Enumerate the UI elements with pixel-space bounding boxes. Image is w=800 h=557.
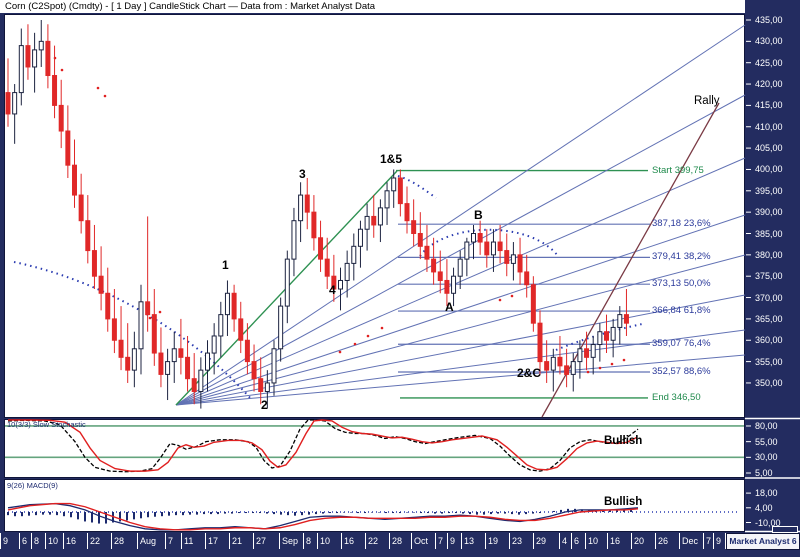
date-cell: Dec [679,533,703,549]
price-tick: 350,00 [755,377,783,388]
date-cell: 19 [485,533,509,549]
price-tick: 425,00 [755,57,783,68]
fib-end-label: End 346,50 [652,391,701,403]
price-tick: 400,00 [755,164,783,175]
scrollbar-end[interactable] [772,526,798,533]
macd-tick: -10,00 [755,517,781,528]
date-cell: 8 [31,533,45,549]
price-tick: 370,00 [755,292,783,303]
stochastic-tick: 80,00 [755,420,778,431]
date-cell: 21 [229,533,253,549]
stochastic-indicator-label: 10(3/3) Slow Stochastic [7,420,86,429]
fib-level-label: 379,41 38,2% [652,251,711,263]
date-cell: 27 [253,533,279,549]
date-cell: 16 [607,533,631,549]
date-cell: 16 [341,533,365,549]
price-tick: 380,00 [755,249,783,260]
date-cell: 17 [205,533,229,549]
stochastic-panel-canvas[interactable] [4,419,745,478]
price-tick: 375,00 [755,271,783,282]
date-cell: 7 [435,533,447,549]
wave-label-A: A [445,300,454,314]
price-tick: 430,00 [755,36,783,47]
date-cell: 6 [571,533,585,549]
bullish-annotation-stochastic: Bullish [604,435,643,447]
price-tick: 420,00 [755,79,783,90]
wave-label-2: 2 [261,398,268,412]
macd-tick: 4,00 [755,502,773,513]
price-tick: 395,00 [755,185,783,196]
date-cell: 23 [509,533,533,549]
wave-label-3: 3 [299,167,306,181]
watermark-market-analyst: Market Analyst 6 [726,533,800,550]
rally-annotation: Rally [694,95,720,107]
date-cell: 9 [713,533,725,549]
date-cell: 9 [447,533,461,549]
price-tick: 360,00 [755,335,783,346]
wave-label-1: 1 [222,258,229,272]
date-cell: 13 [461,533,485,549]
date-cell: 7 [165,533,181,549]
date-cell: 22 [365,533,389,549]
fib-level-label: 373,13 50,0% [652,278,711,290]
fib-level-label: 387,18 23,6% [652,218,711,230]
price-tick: 435,00 [755,15,783,25]
price-tick: 415,00 [755,100,783,111]
date-cell: Oct [411,533,435,549]
price-tick: 365,00 [755,313,783,324]
fib-level-label: 352,57 88,6% [652,365,711,377]
date-cell: 11 [181,533,205,549]
date-axis: 9 6 8 10 16 22 28 Aug 7 11 17 21 27 Sep 8 10 16 22 28 Oct 7 9… [0,533,800,549]
date-cell: 6 [19,533,31,549]
stochastic-tick: 5,00 [755,468,773,478]
chart-title: Corn (C2Spot) (Cmdty) - [ 1 Day ] Candle… [0,0,745,14]
bullish-annotation-macd: Bullish [604,496,643,508]
price-tick: 410,00 [755,121,783,132]
price-tick: 385,00 [755,228,783,239]
wave-label-4: 4 [329,283,336,297]
price-tick: 390,00 [755,207,783,218]
macd-indicator-label: 9(26) MACD(9) [7,481,58,490]
date-cell: 28 [389,533,411,549]
wave-label-1and5: 1&5 [380,152,403,166]
main-price-chart-canvas[interactable] [4,14,745,418]
date-cell: Sep [279,533,303,549]
macd-tick: 18,00 [755,488,778,499]
date-cell: 9 [0,533,19,549]
date-cell: 10 [585,533,607,549]
wave-label-B: B [474,208,483,222]
fib-level-label: 366,84 61,8% [652,305,711,317]
date-cell: 7 [703,533,713,549]
date-cell: 20 [631,533,655,549]
date-cell: Aug [137,533,165,549]
date-cell: 29 [533,533,559,549]
date-cell: 10 [45,533,63,549]
date-cell: 28 [111,533,137,549]
date-cell: 4 [559,533,571,549]
price-tick: 355,00 [755,356,783,367]
date-cell: 8 [303,533,317,549]
fib-level-label: 359,07 76,4% [652,338,711,350]
wave-label-2andC: 2&C [517,366,542,380]
price-tick: 405,00 [755,143,783,154]
stochastic-tick: 30,00 [755,452,778,463]
price-axis [745,0,800,532]
date-cell: 16 [63,533,87,549]
stochastic-tick: 55,00 [755,436,778,447]
date-cell: 26 [655,533,679,549]
fib-start-label: Start 399,75 [652,164,704,176]
date-cell: 10 [317,533,341,549]
date-cell: 22 [87,533,111,549]
